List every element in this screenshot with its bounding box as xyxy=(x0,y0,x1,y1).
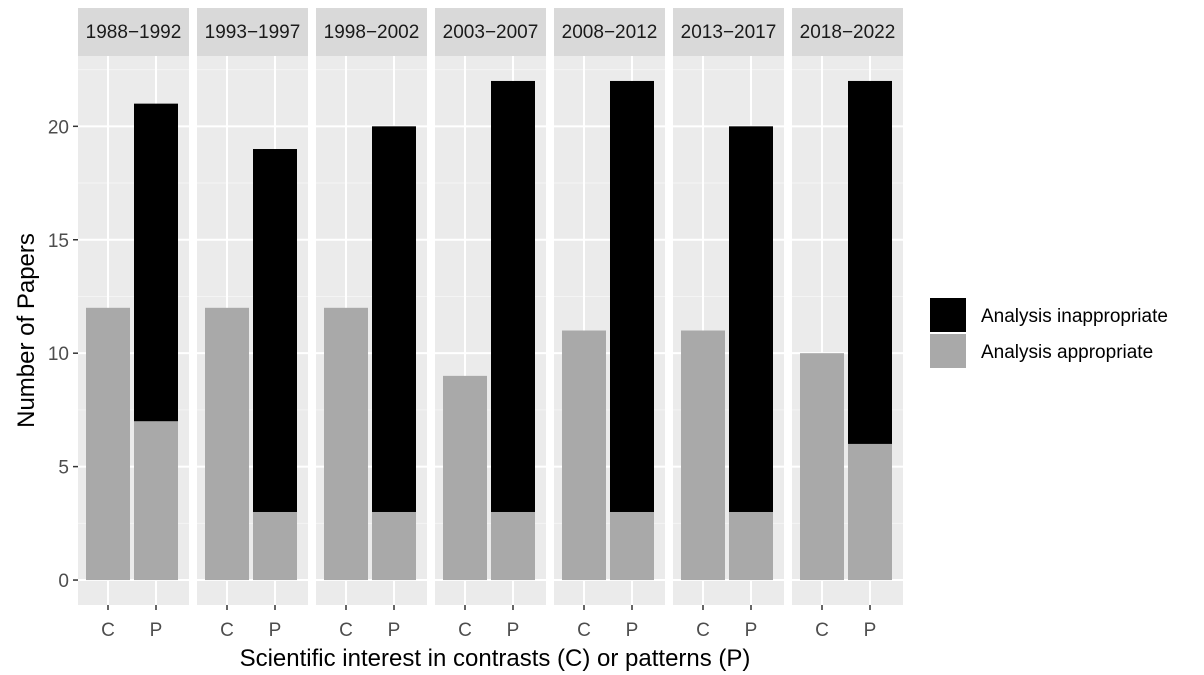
x-tick-label: C xyxy=(339,620,353,641)
x-tick-label: P xyxy=(626,620,639,641)
facet-strip-label: 1993−1997 xyxy=(205,22,301,43)
bar-segment xyxy=(253,511,297,581)
x-tick-label: C xyxy=(577,620,591,641)
x-tick-label: P xyxy=(150,620,163,641)
y-tick-label: 15 xyxy=(48,231,69,252)
x-tick-label: C xyxy=(101,620,115,641)
x-axis-title: Scientific interest in contrasts (C) or … xyxy=(240,645,751,672)
y-axis-title: Number of Papers xyxy=(13,233,40,428)
y-tick-label: 5 xyxy=(58,458,69,479)
facet-strip xyxy=(792,8,903,56)
facet-strip xyxy=(673,8,784,56)
x-tick-label: P xyxy=(269,620,282,641)
legend-label: Analysis appropriate xyxy=(981,342,1153,363)
facet-strip xyxy=(554,8,665,56)
x-tick-label: C xyxy=(696,620,710,641)
bar-segment xyxy=(729,126,773,512)
x-tick-label: P xyxy=(507,620,520,641)
facet-strip-label: 2008−2012 xyxy=(562,22,658,43)
x-tick-label: P xyxy=(864,620,877,641)
facet-strip xyxy=(78,8,189,56)
x-tick-label: C xyxy=(815,620,829,641)
facet-panel: 1993−1997 C P xyxy=(197,8,308,641)
facet-strip-label: 2018−2022 xyxy=(800,22,896,43)
bar-segment xyxy=(610,80,654,512)
facet-strip-label: 1988−1992 xyxy=(86,22,182,43)
facet-strip-label: 2003−2007 xyxy=(443,22,539,43)
facet-strip xyxy=(435,8,546,56)
bar-segment xyxy=(562,330,606,581)
legend: Analysis inappropriate Analysis appropria… xyxy=(930,298,1168,368)
bar-segment xyxy=(848,443,892,581)
x-tick-label: P xyxy=(745,620,758,641)
facet-strip-label: 1998−2002 xyxy=(324,22,420,43)
legend-key xyxy=(930,298,966,332)
facet-panel: 1998−2002 C P xyxy=(316,8,427,641)
bar-segment xyxy=(610,511,654,581)
bar-segment xyxy=(253,149,297,512)
bar-segment xyxy=(372,126,416,512)
y-tick-label: 10 xyxy=(48,344,69,365)
facet-strip xyxy=(197,8,308,56)
bar-segment xyxy=(443,375,487,581)
x-tick-label: P xyxy=(388,620,401,641)
facet-panel: 2013−2017 C P xyxy=(673,8,784,641)
bar-segment xyxy=(324,307,368,581)
bar-segment xyxy=(491,80,535,512)
bar-segment xyxy=(372,511,416,581)
bar-segment xyxy=(681,330,725,581)
legend-key xyxy=(930,334,966,368)
bar-segment xyxy=(729,511,773,581)
facet-strip xyxy=(316,8,427,56)
y-tick-label: 0 xyxy=(58,571,69,592)
facet-strip-label: 2013−2017 xyxy=(681,22,777,43)
bar-segment xyxy=(205,307,249,581)
x-tick-label: C xyxy=(458,620,472,641)
facet-panel: 2003−2007 C P xyxy=(435,8,546,641)
bar-segment xyxy=(491,511,535,581)
bar-segment xyxy=(134,421,178,581)
bar-segment xyxy=(800,353,844,581)
facet-panel: 2018−2022 C P xyxy=(792,8,903,641)
y-tick-label: 20 xyxy=(48,117,69,138)
legend-label: Analysis inappropriate xyxy=(981,306,1168,327)
facet-panel: 2008−2012 C P xyxy=(554,8,665,641)
y-axis: 0 5 10 15 20 xyxy=(48,117,78,592)
bar-segment xyxy=(86,307,130,581)
bar-segment xyxy=(848,80,892,444)
facet-panel: 1988−1992 C P xyxy=(78,8,189,641)
bar-segment xyxy=(134,103,178,422)
x-tick-label: C xyxy=(220,620,234,641)
